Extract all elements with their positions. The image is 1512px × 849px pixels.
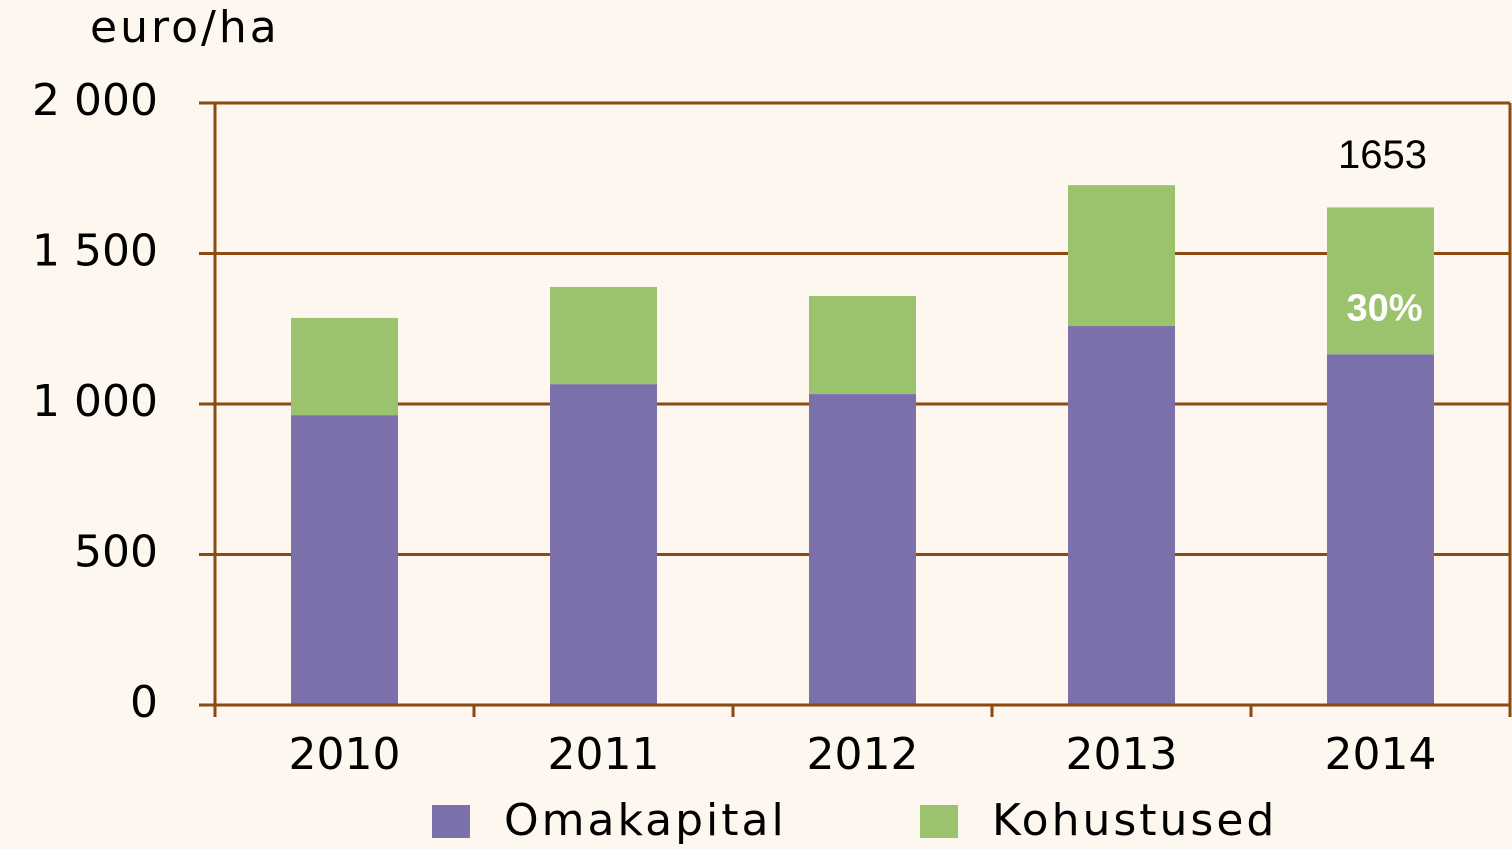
bar-segment [1327,207,1434,355]
bar-segment [550,286,657,385]
x-tick-label: 2014 [1325,729,1437,780]
x-tick-label: 2013 [1066,729,1178,780]
bar-segment [291,317,398,416]
legend-label: Omakapital [504,795,787,846]
bar-segment [809,295,916,395]
annotation-total: 1653 [1338,133,1427,177]
y-axis-label: euro/ha [90,2,280,53]
bar-segment [291,415,398,705]
bar-segment [550,384,657,705]
y-tick-label: 1 000 [32,376,158,427]
bar-segment [809,394,916,705]
y-tick-label: 0 [130,677,158,728]
bar-segment [1068,326,1175,705]
x-tick-label: 2012 [807,729,919,780]
y-tick-label: 500 [74,527,158,578]
legend-swatch [920,805,958,838]
legend-label: Kohustused [992,795,1277,846]
x-tick-label: 2010 [289,729,401,780]
bar-segment [1068,185,1175,327]
bar-segment [1327,354,1434,705]
y-tick-label: 1 500 [32,226,158,277]
y-tick-label: 2 000 [32,75,158,126]
annotation-share: 30% [1346,287,1422,329]
legend-swatch [432,805,470,838]
x-tick-label: 2011 [548,729,660,780]
